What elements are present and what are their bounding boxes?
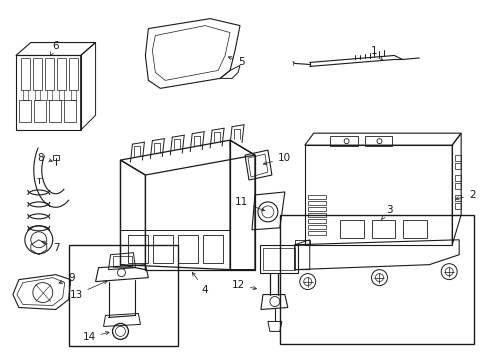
Text: 14: 14 bbox=[82, 332, 109, 342]
Bar bbox=[19, 100, 31, 122]
Bar bbox=[307, 195, 325, 199]
Bar bbox=[68, 245, 178, 346]
Bar bbox=[364, 136, 392, 146]
Text: 10: 10 bbox=[263, 153, 290, 165]
Bar bbox=[307, 231, 325, 235]
Bar bbox=[34, 100, 46, 122]
Bar bbox=[279, 215, 473, 345]
Text: 7: 7 bbox=[42, 241, 59, 253]
Bar bbox=[371, 220, 395, 238]
Text: 11: 11 bbox=[234, 197, 264, 211]
Bar bbox=[263, 248, 294, 270]
Bar bbox=[178, 235, 198, 263]
Bar bbox=[260, 245, 297, 273]
Bar bbox=[307, 207, 325, 211]
Bar bbox=[454, 183, 460, 189]
Text: 4: 4 bbox=[192, 273, 208, 294]
Bar bbox=[307, 225, 325, 229]
Text: 13: 13 bbox=[69, 281, 107, 300]
Bar bbox=[403, 220, 427, 238]
Text: 2: 2 bbox=[455, 190, 475, 200]
Text: 3: 3 bbox=[381, 205, 392, 219]
Text: 5: 5 bbox=[228, 57, 244, 67]
Text: 6: 6 bbox=[50, 41, 59, 56]
Bar bbox=[307, 213, 325, 217]
Text: 8: 8 bbox=[37, 153, 52, 163]
Bar bbox=[307, 201, 325, 206]
Bar bbox=[49, 100, 61, 122]
Bar bbox=[454, 175, 460, 181]
Bar bbox=[203, 235, 223, 263]
Bar bbox=[307, 219, 325, 223]
Text: 12: 12 bbox=[231, 280, 256, 290]
Text: 1: 1 bbox=[370, 45, 382, 60]
Bar bbox=[153, 235, 173, 263]
Bar bbox=[454, 203, 460, 209]
Bar bbox=[112, 256, 132, 267]
Bar bbox=[339, 220, 363, 238]
Bar bbox=[329, 136, 357, 146]
Bar bbox=[454, 195, 460, 201]
Bar bbox=[454, 163, 460, 169]
Bar bbox=[128, 235, 148, 263]
Bar bbox=[454, 155, 460, 161]
Bar bbox=[53, 155, 59, 160]
Text: 9: 9 bbox=[59, 273, 75, 283]
Bar bbox=[63, 100, 76, 122]
Bar bbox=[304, 145, 451, 245]
